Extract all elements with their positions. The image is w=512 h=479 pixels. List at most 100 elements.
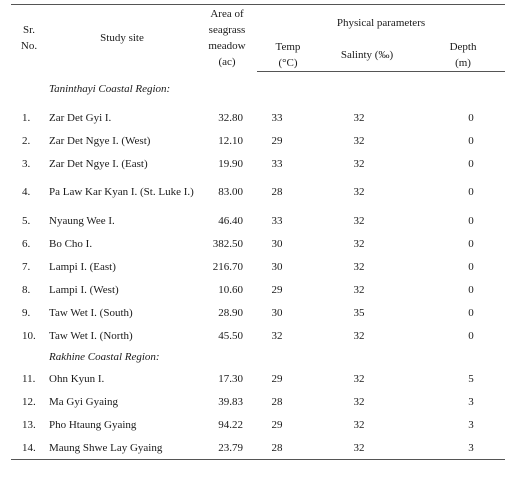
- row-number: 9.: [22, 306, 31, 319]
- temp-cell: 30: [271, 237, 283, 250]
- salinity-cell: 32: [353, 372, 365, 385]
- salinity-cell: 32: [353, 186, 365, 198]
- area-cell: 12.10: [218, 134, 243, 147]
- study-site-cell: Bo Cho I.: [49, 237, 93, 250]
- temp-cell: 33: [271, 157, 283, 170]
- row-number: 1.: [22, 111, 31, 124]
- region-label: Taninthayi Coastal Region:: [49, 82, 171, 95]
- table-row: 3. Zar Det Ngye I. (East) 19.90 33 32 0: [11, 152, 505, 175]
- row-number: 7.: [22, 260, 31, 273]
- depth-cell: 3: [468, 395, 474, 408]
- table-header: Sr. No. Study site Area of seagrass mead…: [11, 4, 506, 72]
- salinity-cell: 32: [353, 418, 365, 431]
- study-site-cell: Lampi I. (West): [49, 283, 119, 296]
- header-temp: Temp (°C): [257, 39, 319, 72]
- row-number: 6.: [22, 237, 31, 250]
- depth-cell: 0: [468, 186, 474, 198]
- area-cell: 83.00: [218, 186, 243, 198]
- header-physical-parameters: Physical parameters: [257, 4, 506, 39]
- depth-cell: 0: [468, 157, 474, 170]
- region-spacer: [11, 72, 47, 107]
- area-cell: 94.22: [218, 418, 243, 431]
- table-row: 4. Pa Law Kar Kyan I. (St. Luke I.) 83.00 2…: [11, 175, 505, 209]
- depth-cell: 3: [468, 418, 474, 431]
- salinity-cell: 32: [353, 157, 365, 170]
- row-number: 14.: [11, 436, 47, 460]
- header-salinity: Salinty (‰): [319, 39, 415, 72]
- temp-cell: 29: [271, 372, 283, 385]
- header-study-site: Study site: [47, 4, 197, 72]
- study-site-cell: Ma Gyi Gyaing: [49, 395, 119, 408]
- temp-cell: 28: [271, 395, 283, 408]
- study-site-cell: Nyaung Wee I.: [49, 214, 115, 227]
- study-site-cell: Ohn Kyun I.: [49, 372, 105, 385]
- region-filler: [197, 72, 505, 107]
- row-number: 4.: [22, 186, 31, 198]
- table-row: 8. Lampi I. (West) 10.60 29 32 0: [11, 278, 505, 301]
- temp-cell: 29: [271, 418, 283, 431]
- region-row: Rakhine Coastal Region:: [11, 347, 505, 367]
- area-cell: 32.80: [218, 111, 243, 124]
- depth-cell: 0: [468, 111, 474, 124]
- salinity-cell: 32: [353, 329, 365, 342]
- depth-cell: 0: [468, 329, 474, 342]
- area-cell: 45.50: [218, 329, 243, 342]
- study-site-cell: Maung Shwe Lay Gyaing: [47, 436, 197, 460]
- depth-cell: 5: [468, 372, 474, 385]
- salinity-cell: 32: [353, 260, 365, 273]
- temp-cell: 33: [271, 111, 283, 124]
- temp-cell: 30: [271, 306, 283, 319]
- salinity-cell: 32: [353, 134, 365, 147]
- depth-cell: 0: [468, 260, 474, 273]
- salinity-cell: 32: [353, 111, 365, 124]
- area-cell: 46.40: [218, 214, 243, 227]
- area-cell: 23.79: [197, 436, 257, 460]
- table-row: 11. Ohn Kyun I. 17.30 29 32 5: [11, 367, 505, 390]
- area-cell: 17.30: [218, 372, 243, 385]
- region-row: Taninthayi Coastal Region:: [11, 72, 505, 107]
- depth-cell: 0: [468, 306, 474, 319]
- study-site-cell: Pho Htaung Gyaing: [49, 418, 137, 431]
- row-number: 13.: [22, 418, 36, 431]
- table-row: 14. Maung Shwe Lay Gyaing 23.79 28 32 3: [11, 436, 506, 460]
- salinity-cell: 32: [353, 214, 365, 227]
- table-row: 5. Nyaung Wee I. 46.40 33 32 0: [11, 209, 505, 232]
- depth-cell: 3: [415, 436, 506, 460]
- header-sr-no: Sr. No.: [11, 4, 47, 72]
- area-cell: 10.60: [218, 283, 243, 296]
- table-row: 12. Ma Gyi Gyaing 39.83 28 32 3: [11, 390, 505, 413]
- depth-cell: 0: [468, 283, 474, 296]
- study-site-cell: Taw Wet I. (South): [49, 306, 133, 319]
- row-number: 8.: [22, 283, 31, 296]
- area-cell: 216.70: [212, 260, 243, 273]
- temp-cell: 33: [271, 214, 283, 227]
- study-site-cell: Lampi I. (East): [49, 260, 116, 273]
- area-cell: 39.83: [218, 395, 243, 408]
- row-number: 5.: [22, 214, 31, 227]
- region-spacer: [11, 347, 47, 367]
- area-cell: 19.90: [218, 157, 243, 170]
- salinity-cell: 32: [353, 395, 365, 408]
- row-number: 11.: [22, 372, 36, 385]
- region-filler: [319, 347, 505, 367]
- table-row: 9. Taw Wet I. (South) 28.90 30 35 0: [11, 301, 505, 324]
- seagrass-table-container: Sr. No. Study site Area of seagrass mead…: [11, 4, 506, 460]
- row-number: 3.: [22, 157, 31, 170]
- region-label: Rakhine Coastal Region:: [49, 351, 160, 363]
- table-row: 6. Bo Cho I. 382.50 30 32 0: [11, 232, 505, 255]
- depth-cell: 0: [468, 134, 474, 147]
- row-number: 2.: [22, 134, 31, 147]
- header-physical-parameters-label: Physical parameters: [336, 17, 426, 29]
- temp-cell: 29: [271, 134, 283, 147]
- study-site-cell: Zar Det Ngye I. (East): [49, 157, 148, 170]
- temp-cell: 28: [271, 186, 283, 198]
- temp-cell: 28: [257, 436, 319, 460]
- salinity-cell: 35: [353, 306, 365, 319]
- depth-cell: 0: [468, 237, 474, 250]
- salinity-cell: 32: [319, 436, 415, 460]
- table-row: 1. Zar Det Gyi I. 32.80 33 32 0: [11, 106, 505, 129]
- area-cell: 28.90: [218, 306, 243, 319]
- table-row: 2. Zar Det Ngye I. (West) 12.10 29 32 0: [11, 129, 505, 152]
- header-area: Area of seagrass meadow (ac): [197, 4, 257, 72]
- temp-cell: 32: [271, 329, 283, 342]
